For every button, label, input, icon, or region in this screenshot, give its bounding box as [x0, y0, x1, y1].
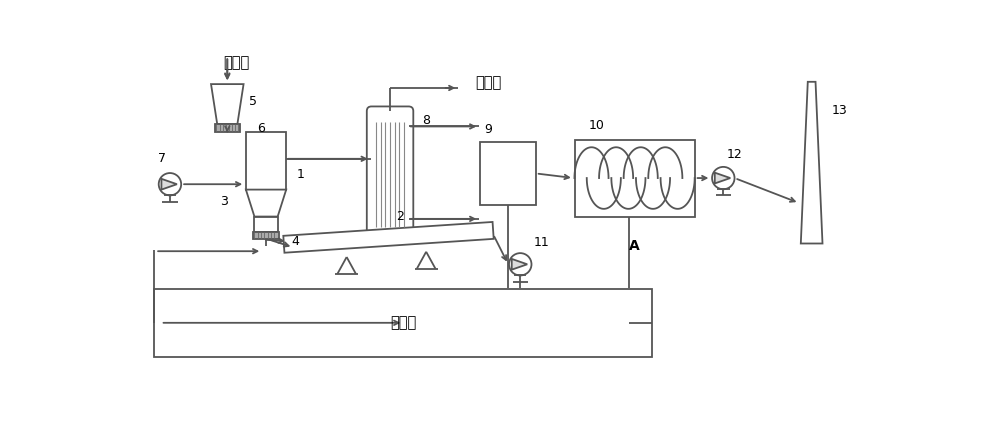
Bar — [480, 142, 536, 205]
Circle shape — [712, 167, 735, 189]
Circle shape — [159, 173, 181, 196]
Bar — [254, 217, 278, 232]
Polygon shape — [801, 82, 822, 244]
Text: 可燃气: 可燃气 — [475, 75, 502, 90]
Text: A: A — [629, 239, 640, 253]
Polygon shape — [211, 84, 244, 124]
Bar — [246, 132, 286, 190]
Text: 生物质: 生物质 — [223, 55, 250, 70]
Text: 12: 12 — [727, 148, 743, 162]
Text: 10: 10 — [588, 119, 604, 132]
Circle shape — [509, 253, 531, 275]
FancyBboxPatch shape — [367, 106, 413, 243]
Bar — [215, 124, 240, 132]
Bar — [253, 232, 279, 239]
Text: 3: 3 — [220, 195, 228, 208]
Polygon shape — [246, 190, 286, 217]
Polygon shape — [512, 259, 527, 270]
Polygon shape — [283, 222, 494, 253]
Text: 活性炭: 活性炭 — [390, 315, 416, 330]
Polygon shape — [715, 173, 730, 184]
Text: 13: 13 — [832, 105, 847, 117]
Text: 4: 4 — [292, 235, 299, 249]
Text: 1: 1 — [297, 168, 305, 181]
Bar — [154, 289, 652, 357]
Text: 9: 9 — [484, 123, 492, 136]
Bar — [574, 139, 695, 217]
Text: 5: 5 — [249, 94, 257, 108]
Text: 8: 8 — [422, 114, 430, 127]
Text: 2: 2 — [396, 210, 404, 223]
Text: 11: 11 — [534, 236, 550, 249]
Text: 7: 7 — [158, 152, 166, 165]
Text: 6: 6 — [257, 122, 265, 135]
Polygon shape — [161, 179, 177, 190]
